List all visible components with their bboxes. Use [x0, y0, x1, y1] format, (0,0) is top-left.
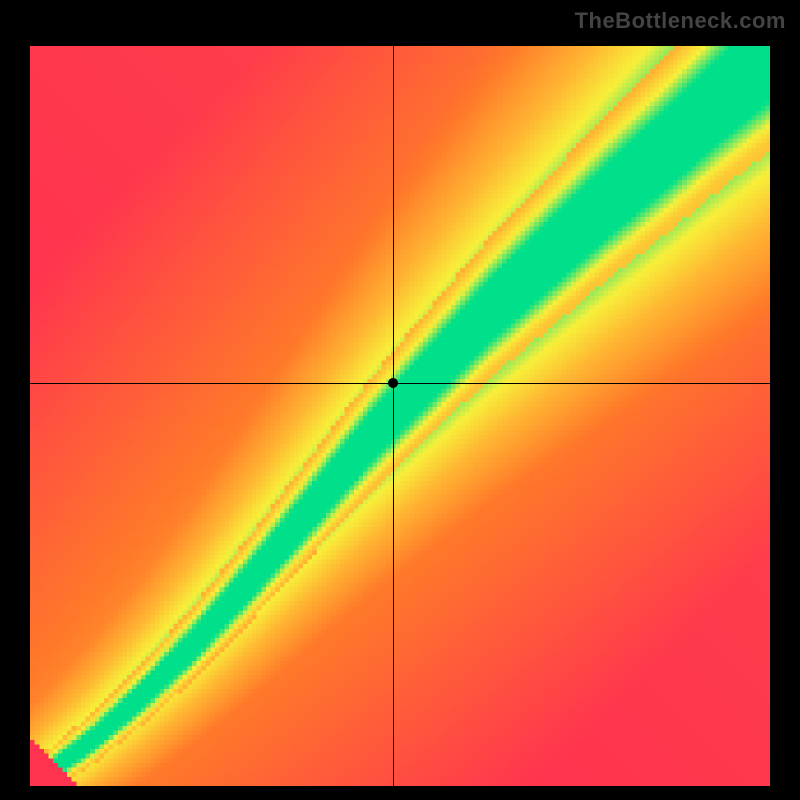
watermark-text: TheBottleneck.com: [575, 8, 786, 34]
heatmap-container: [30, 46, 770, 786]
selection-marker: [388, 378, 398, 388]
bottleneck-heatmap: [30, 46, 770, 786]
crosshair-horizontal: [30, 383, 770, 385]
crosshair-vertical: [393, 46, 395, 786]
